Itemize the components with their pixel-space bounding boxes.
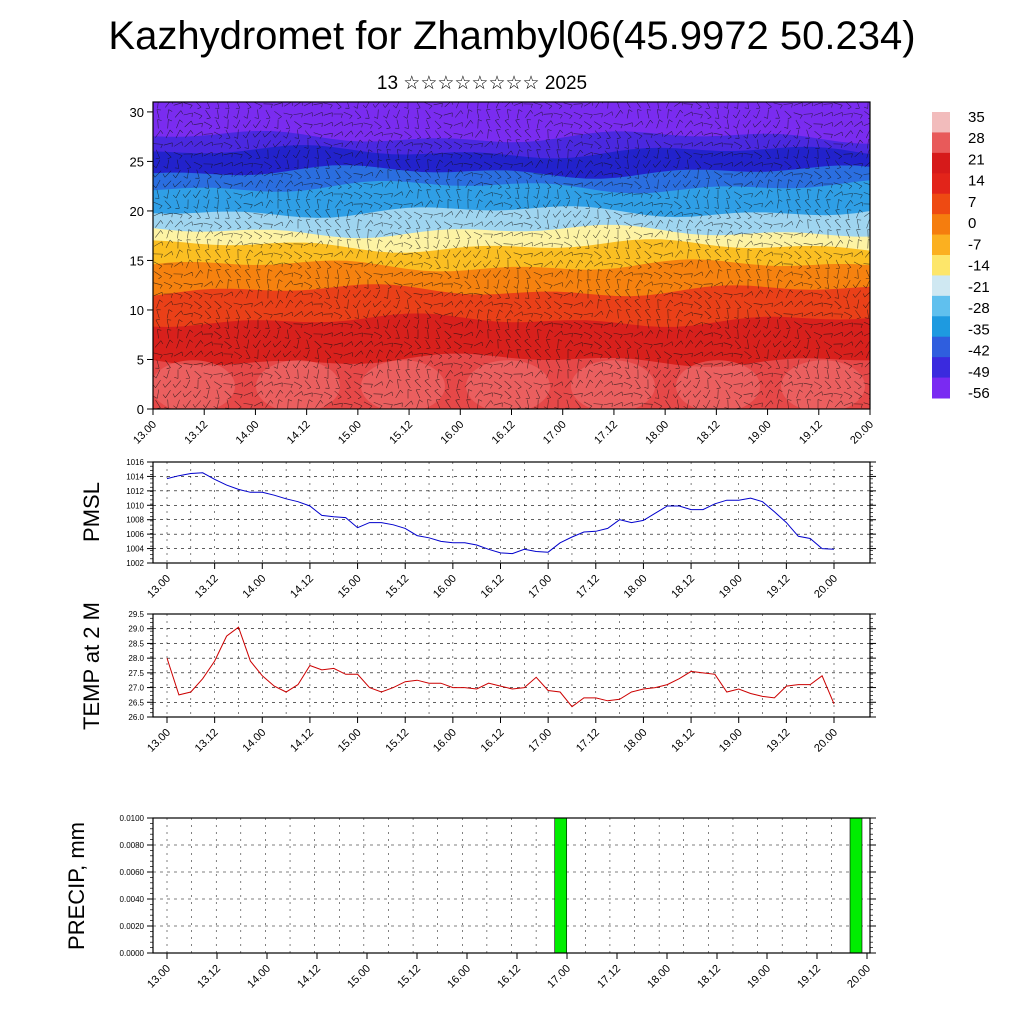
colorbar-label: 28 <box>968 130 985 147</box>
colorbar-label: -56 <box>968 385 990 402</box>
wind-barbs <box>153 102 870 409</box>
warm-surface-cell <box>256 360 340 409</box>
cross-section-x-axis: 13.00 13.12 14.00 14.12 15.00 15.12 16.00 16.12… <box>131 409 876 447</box>
cross-ytick-label: 5 <box>137 352 144 367</box>
colorbar-label: 0 <box>968 215 976 232</box>
cross-xtick-label: 14.12 <box>285 419 313 447</box>
cross-xtick-label: 13.00 <box>131 419 159 447</box>
colorbar-segment <box>932 214 950 236</box>
colorbar-segment <box>932 357 950 379</box>
cross-ytick-label: 15 <box>130 253 144 268</box>
colorbar-label: 14 <box>968 173 985 190</box>
colorbar-label: -21 <box>968 279 990 296</box>
cross-xtick-label: 13.12 <box>182 419 210 447</box>
warm-surface-cell <box>466 360 550 409</box>
colorbar-segment <box>932 173 950 195</box>
chart-subtitle: 13 ☆☆☆☆☆☆☆☆ 2025 <box>376 73 588 94</box>
cross-xtick-label: 19.00 <box>746 419 774 447</box>
cross-ytick-label: 10 <box>130 303 144 318</box>
colorbar-label: -49 <box>968 364 990 381</box>
cross-xtick-label: 15.00 <box>336 419 364 447</box>
colorbar-segment <box>932 112 950 133</box>
cross-ytick-label: 0 <box>137 402 144 417</box>
cross-xtick-label: 17.12 <box>592 419 620 447</box>
colorbar-label: -7 <box>968 236 981 253</box>
cross-ytick-label: 25 <box>130 154 144 169</box>
warm-surface-cell <box>676 360 760 409</box>
cross-xtick-label: 18.12 <box>695 419 723 447</box>
colorbar-segment <box>932 132 950 154</box>
cross-xtick-label: 16.12 <box>490 419 518 447</box>
warm-surface-cell <box>571 360 655 409</box>
cross-section-y-axis: 0 5 10 15 20 25 30 <box>130 105 153 417</box>
colorbar-label: -35 <box>968 321 990 338</box>
cross-xtick-label: 14.00 <box>234 419 262 447</box>
colorbar-label: -28 <box>968 300 990 317</box>
colorbar-label: 35 <box>968 109 985 126</box>
warm-surface-cell <box>361 360 445 409</box>
colorbar-segment <box>932 275 950 297</box>
colorbar-segment <box>932 193 950 215</box>
colorbar-segment <box>932 152 950 174</box>
colorbar-label: 7 <box>968 194 976 211</box>
cross-xtick-label: 16.00 <box>438 419 466 447</box>
warm-surface-cell <box>153 360 235 409</box>
cross-ytick-label: 30 <box>130 105 144 120</box>
colorbar-segment <box>932 336 950 358</box>
cross-xtick-label: 20.00 <box>848 419 876 447</box>
colorbar: 35 28 21 14 7 0 -7 -14 -21 -28 -35 -42 -49 -56 <box>932 109 990 402</box>
colorbar-segment <box>932 316 950 338</box>
colorbar-label: -42 <box>968 343 990 360</box>
colorbar-segment <box>932 234 950 256</box>
cross-ytick-label: 20 <box>130 204 144 219</box>
colorbar-segment <box>932 255 950 276</box>
colorbar-label: -14 <box>968 258 990 275</box>
colorbar-label: 21 <box>968 151 985 168</box>
cross-xtick-label: 19.12 <box>797 419 825 447</box>
cross-xtick-label: 15.12 <box>387 419 415 447</box>
wind-barb-field <box>153 102 870 409</box>
colorbar-segment <box>932 295 950 317</box>
chart-title: Kazhydromet for Zhambyl06(45.9972 50.234… <box>108 14 916 58</box>
colorbar-segment <box>932 377 950 399</box>
warm-surface-cell <box>781 360 865 409</box>
cross-xtick-label: 17.00 <box>541 419 569 447</box>
cross-xtick-label: 18.00 <box>643 419 671 447</box>
